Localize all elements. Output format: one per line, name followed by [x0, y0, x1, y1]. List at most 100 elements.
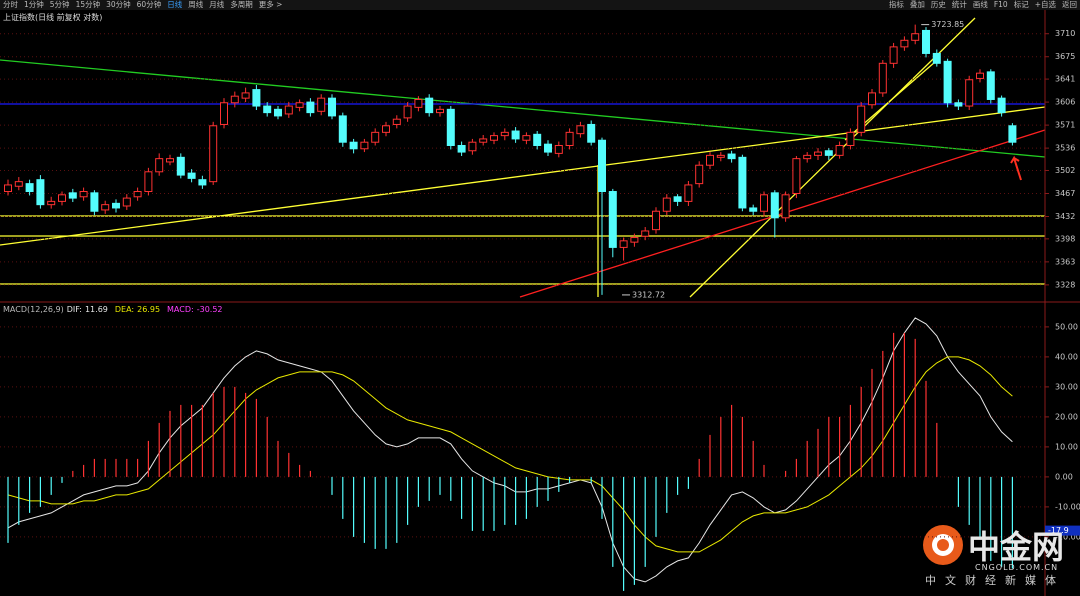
tool-button[interactable]: 画线 [972, 0, 988, 9]
high-annotation: 3723.85 [931, 20, 964, 29]
low-annotation: 3312.72 [632, 290, 665, 299]
macd-legend: MACD(12,26,9) DIF: 11.69 DEA: 26.95 MACD: -30.… [3, 305, 227, 314]
y-tick-label: 20.00 [1055, 412, 1078, 421]
candle-body [90, 192, 99, 212]
period-tab[interactable]: 月线 [209, 0, 225, 9]
candle-body [684, 184, 693, 202]
period-tab[interactable]: 周线 [188, 0, 204, 9]
logo [923, 525, 963, 565]
candle-body [814, 151, 822, 156]
period-tab[interactable]: 1分钟 [24, 0, 44, 9]
toolbar: 分时 1分钟 5分钟 15分钟 30分钟 60分钟 日线 周线 月线 多周期 更多 > 指标 叠加 历史统… [0, 0, 1080, 10]
candle-body [436, 108, 444, 114]
y-tick-label: 3328 [1055, 280, 1075, 289]
candle-body [220, 102, 228, 125]
candle-body [554, 144, 563, 154]
tool-button[interactable]: F10 [993, 0, 1008, 9]
candle-body [166, 158, 174, 163]
legend-label: DEA: [114, 305, 135, 314]
tool-button[interactable]: 返回 [1062, 0, 1077, 9]
candle-body [630, 237, 639, 243]
candle-body [749, 207, 758, 212]
period-tab[interactable]: 5分钟 [49, 0, 70, 9]
period-tab[interactable]: 更多 > [258, 0, 283, 9]
arrow [1010, 155, 1022, 181]
candle-body [36, 179, 45, 206]
period-tab[interactable]: 多周期 [230, 0, 253, 9]
candle-body [295, 102, 304, 108]
candle-body [695, 164, 704, 185]
candle-body [284, 105, 293, 115]
candle-body [587, 123, 596, 143]
candle-body [846, 131, 855, 146]
candle-body [263, 105, 272, 114]
y-tick-label: 3502 [1055, 166, 1075, 175]
candle-body [144, 171, 153, 193]
y-tick-label: 10.00 [1055, 442, 1078, 451]
tool-button[interactable]: 统计 [951, 0, 967, 9]
macd-line [7, 356, 1013, 553]
candle-body [878, 62, 887, 94]
candle-body [911, 33, 920, 41]
candle-body [317, 97, 326, 112]
candle-body [716, 154, 725, 158]
candle-body [641, 230, 650, 237]
y-tick-label: 3432 [1055, 212, 1075, 221]
watermark-slogan: 中文财经新媒体 [925, 574, 1065, 587]
tool-button[interactable]: +自选 [1034, 0, 1056, 9]
y-tick-label: 50.00 [1055, 322, 1078, 331]
candle-body [112, 202, 120, 209]
y-tick-label: 3467 [1055, 189, 1075, 198]
candle-body [490, 135, 498, 141]
candle-body [198, 179, 207, 186]
y-tick-label: 40.00 [1055, 352, 1078, 361]
candle-body [25, 183, 34, 193]
candle-body [954, 102, 963, 107]
candle-body [922, 29, 930, 54]
candle-body [673, 196, 682, 202]
period-tab[interactable]: 分时 [3, 0, 18, 9]
tool-button[interactable]: 叠加 [909, 0, 925, 9]
candle-body [976, 72, 984, 79]
candle-body [706, 154, 714, 166]
candle-body [868, 92, 876, 106]
candle-body [932, 52, 941, 64]
candle-body [414, 98, 423, 108]
legend-value: -30.52 [196, 305, 223, 314]
candle-body [943, 60, 952, 104]
tool-button[interactable]: 历史 [930, 0, 946, 9]
candle-body [176, 156, 185, 176]
candle-body [47, 200, 56, 206]
period-tab[interactable]: 15分钟 [75, 0, 101, 9]
y-tick-label: 3641 [1055, 75, 1075, 84]
candle-body [252, 89, 261, 107]
period-tab[interactable]: 30分钟 [106, 0, 131, 9]
candle-body [965, 79, 974, 107]
watermark-site: CNGOLD.COM.CN [975, 563, 1059, 572]
candle-body [14, 181, 23, 187]
candle-body [857, 105, 866, 133]
candle-body [511, 130, 520, 140]
candle-body [997, 97, 1006, 114]
chart-title: 上证指数(日线 前复权 对数) [3, 13, 103, 22]
toolbar-left: 分时 1分钟 5分钟 15分钟 30分钟 60分钟 日线 周线 月线 多周期 更多 > [0, 0, 285, 10]
candle-body [803, 154, 812, 160]
candle-body [392, 118, 401, 125]
toolbar-right: 指标 叠加 历史 统计 画线 F10 标记 +自选 返回 [886, 0, 1080, 10]
cursor-marker [1045, 525, 1080, 536]
period-tab[interactable]: 日线 [167, 0, 183, 9]
candle-body [241, 92, 250, 99]
tool-button[interactable]: 标记 [1013, 0, 1029, 9]
candle-body [328, 97, 336, 117]
candle-body [608, 191, 617, 248]
tool-button[interactable]: 指标 [888, 0, 904, 9]
candle-body [122, 197, 131, 207]
period-tab[interactable]: 60分钟 [136, 0, 162, 9]
candle-body [403, 105, 412, 119]
candle-body [468, 141, 477, 152]
y-tick-label: 30.00 [1055, 382, 1078, 391]
candle-body [209, 125, 218, 183]
candle-body [446, 108, 455, 146]
candle-body [133, 191, 142, 198]
y-tick-label: -20.00 [1055, 532, 1080, 541]
